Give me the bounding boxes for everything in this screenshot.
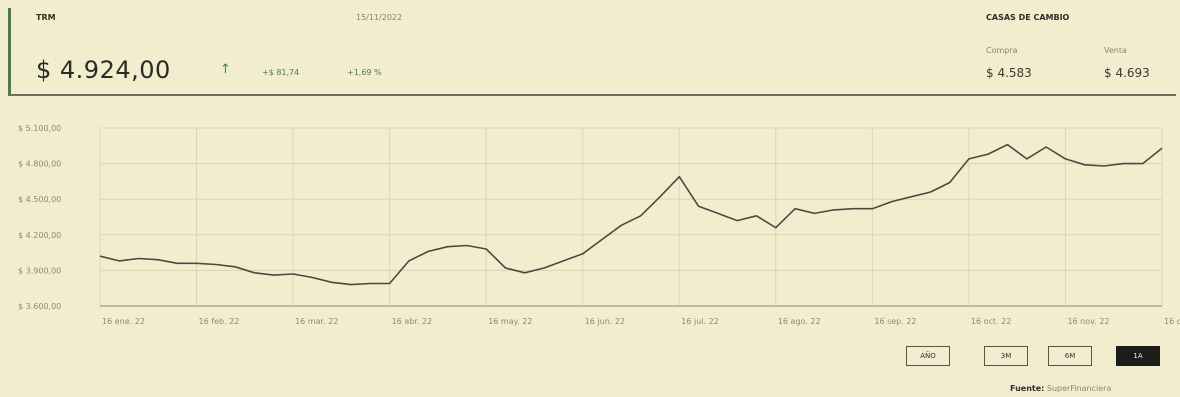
range-button-1a[interactable]: 1A [1116, 346, 1160, 366]
x-tick-label: 16 nov. 22 [1067, 317, 1109, 326]
range-button-3m[interactable]: 3M [984, 346, 1028, 366]
x-tick-label: 16 dic. 22 [1164, 317, 1180, 326]
source-value: SuperFinanciera [1046, 384, 1112, 393]
source-label: Fuente: [1010, 384, 1045, 393]
compra-label: Compra [986, 46, 1018, 55]
x-tick-label: 16 jul. 22 [681, 317, 719, 326]
compra-value: $ 4.583 [986, 66, 1032, 80]
change-absolute: +$ 81,74 [262, 68, 300, 77]
change-percent: +1,69 % [347, 68, 382, 77]
y-tick-label: $ 4.500,00 [18, 195, 61, 204]
accent-bar [8, 8, 11, 94]
current-price: $ 4.924,00 [36, 56, 171, 84]
x-tick-label: 16 abr. 22 [392, 317, 433, 326]
y-tick-label: $ 3.900,00 [18, 266, 61, 275]
header: TRM 15/11/2022 $ 4.924,00 ↑ +$ 81,74 +1,… [0, 0, 1180, 96]
venta-value: $ 4.693 [1104, 66, 1150, 80]
y-tick-label: $ 4.800,00 [18, 160, 61, 169]
x-tick-label: 16 feb. 22 [199, 317, 240, 326]
y-tick-label: $ 3.600,00 [18, 302, 61, 311]
x-tick-label: 16 jun. 22 [585, 317, 625, 326]
range-button-6m[interactable]: 6M [1048, 346, 1092, 366]
x-tick-label: 16 mar. 22 [295, 317, 338, 326]
date-label: 15/11/2022 [356, 13, 403, 22]
x-tick-label: 16 ago. 22 [778, 317, 821, 326]
arrow-up-icon: ↑ [220, 62, 231, 77]
x-tick-label: 16 sep. 22 [874, 317, 916, 326]
x-tick-label: 16 may. 22 [488, 317, 532, 326]
range-button-ano[interactable]: AÑO [906, 346, 950, 366]
y-tick-label: $ 5.100,00 [18, 124, 61, 133]
casas-de-cambio-title: CASAS DE CAMBIO [986, 13, 1070, 22]
series-line [99, 143, 1163, 286]
header-divider [8, 94, 1176, 96]
y-tick-label: $ 4.200,00 [18, 231, 61, 240]
ticker-label: TRM [36, 13, 56, 22]
source-note: Fuente: SuperFinanciera [1010, 384, 1111, 393]
exchange-rate-chart: $ 3.600,00 $ 3.900,00 $ 4.200,00 $ 4.500,00… [18, 124, 1180, 326]
x-tick-label: 16 oct. 22 [971, 317, 1011, 326]
x-tick-label: 16 ene. 22 [102, 317, 145, 326]
venta-label: Venta [1104, 46, 1127, 55]
